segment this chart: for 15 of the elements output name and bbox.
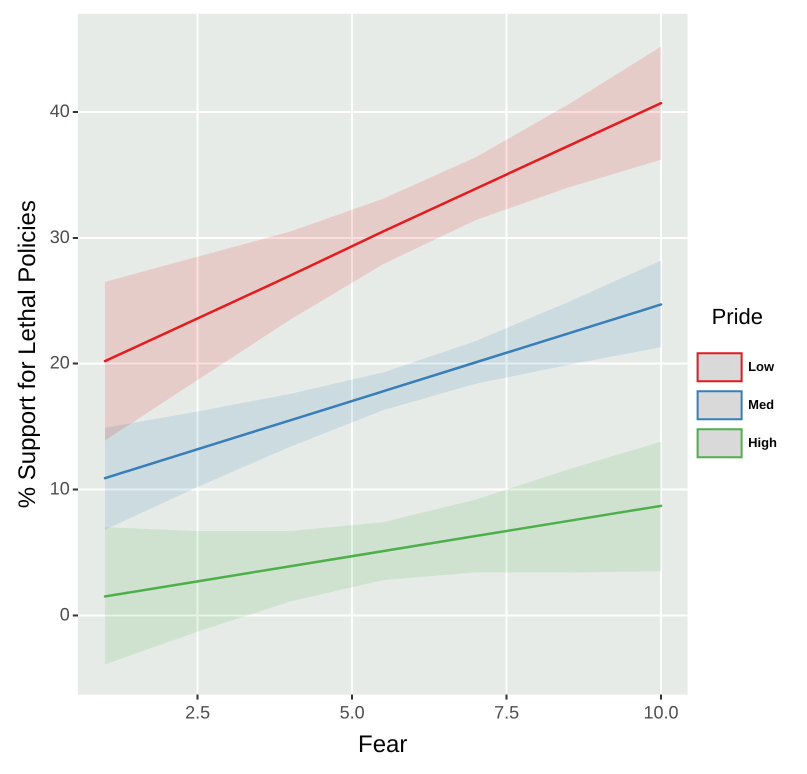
y-tick-label: 40	[50, 100, 70, 121]
x-tick-label: 7.5	[494, 702, 520, 722]
x-axis-title: Fear	[358, 731, 408, 758]
x-tick-label: 10.0	[644, 702, 679, 722]
y-axis-title: % Support for Lethal Policies	[14, 200, 42, 508]
y-tick-label: 10	[50, 478, 70, 498]
legend-title: Pride	[712, 304, 763, 329]
legend-label: Low	[748, 358, 775, 374]
y-tick-label: 30	[50, 226, 70, 247]
x-tick-label: 5.0	[340, 702, 365, 722]
y-tick-label: 0	[60, 604, 70, 624]
legend-label: High	[748, 434, 778, 450]
legend-label: Med	[748, 396, 774, 412]
y-tick-label: 20	[50, 352, 70, 373]
x-tick-label: 2.5	[185, 702, 210, 722]
